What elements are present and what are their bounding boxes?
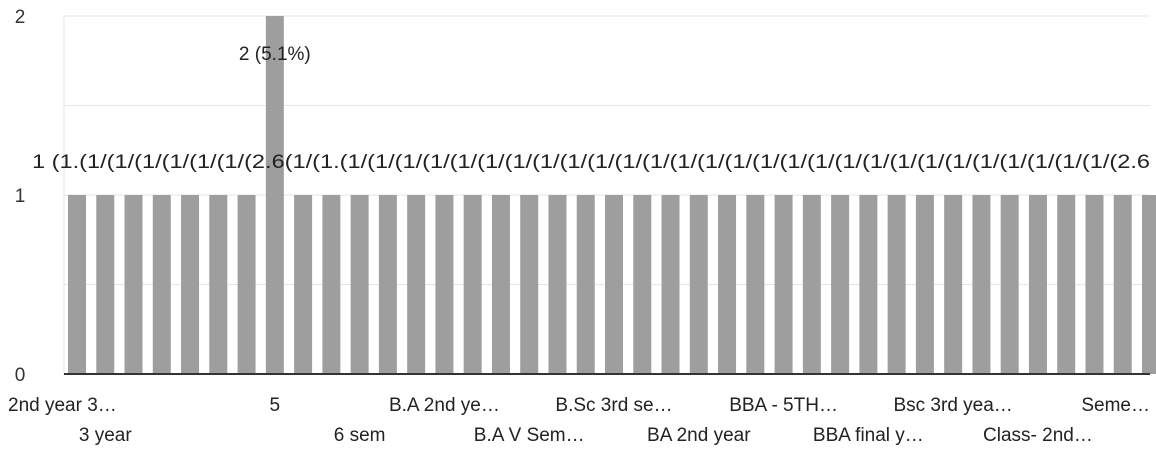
bar: [774, 195, 793, 374]
bar: [633, 195, 652, 374]
x-tick-label: BBA final y…: [813, 425, 924, 446]
bar: [1142, 195, 1156, 374]
x-tick-label: 5: [270, 395, 281, 416]
data-labels-row: 1 (1.(1/(1/(1/(1/(1/(1/(2.6(1/(1.(1/(1/(…: [32, 152, 1150, 173]
bar: [463, 195, 482, 374]
x-tick-label: 3 year: [79, 425, 132, 446]
bar: [96, 195, 115, 374]
x-tick-label: Seme…: [1081, 395, 1150, 416]
bar: [605, 195, 623, 374]
x-tick-label: Class- 2nd…: [983, 425, 1093, 446]
bar: [491, 195, 510, 374]
bar: [972, 195, 991, 374]
bar: [294, 195, 313, 374]
x-tick-label: BBA - 5TH…: [729, 395, 838, 416]
bar: [237, 195, 256, 374]
data-label-max: 2 (5.1%): [239, 44, 311, 65]
bar: [915, 195, 934, 374]
bar: [152, 195, 171, 374]
bar: [548, 195, 567, 374]
bar: [689, 195, 708, 374]
bar: [1057, 195, 1076, 374]
bar: [802, 195, 821, 374]
bar: [831, 195, 850, 374]
x-tick-label: 2nd year 3…: [8, 395, 117, 416]
bar: [435, 195, 454, 374]
bar: [859, 195, 878, 374]
bars: [68, 16, 1156, 374]
bar: [322, 195, 341, 374]
x-tick-label: B.A 2nd ye…: [389, 395, 500, 416]
y-tick-label: 0: [15, 365, 26, 386]
bar: [1085, 195, 1104, 374]
bar: [944, 195, 963, 374]
bar: [181, 195, 200, 374]
bar: [576, 195, 595, 374]
bar: [407, 195, 426, 374]
bar: [209, 195, 228, 374]
bar: [718, 195, 737, 374]
x-tick-label: B.A V Sem…: [474, 425, 585, 446]
bar: [887, 195, 906, 374]
x-tick-label: B.Sc 3rd se…: [555, 395, 672, 416]
bar: [1028, 195, 1047, 374]
bar: [520, 195, 539, 374]
bar: [265, 16, 284, 374]
bar: [746, 195, 765, 374]
bar: [1113, 195, 1132, 374]
bar: [1000, 195, 1019, 374]
bar: [661, 195, 680, 374]
y-tick-label: 2: [15, 7, 26, 28]
x-tick-label: 6 sem: [334, 425, 386, 446]
y-tick-label: 1: [15, 186, 26, 207]
bar: [350, 195, 369, 374]
bar: [378, 195, 397, 374]
x-tick-label: Bsc 3rd yea…: [893, 395, 1012, 416]
x-tick-label: BA 2nd year: [647, 425, 751, 446]
bar: [124, 195, 143, 374]
bar: [68, 195, 86, 374]
